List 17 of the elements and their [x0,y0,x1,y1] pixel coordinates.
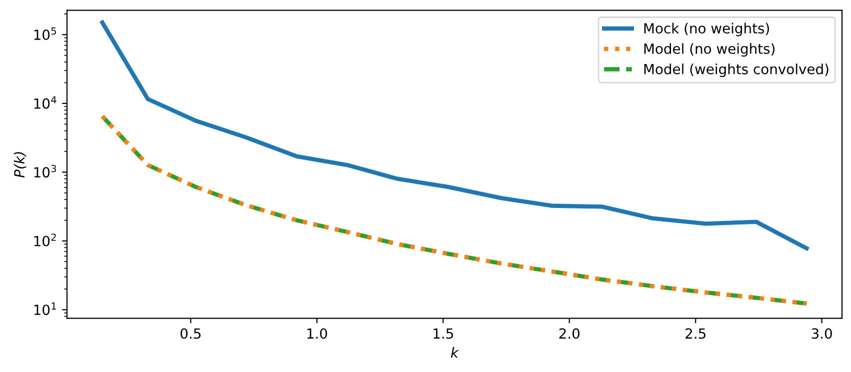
line-series [100,114,809,306]
x-tick-label: 1.0 [307,328,328,339]
x-tick-label: 3.0 [812,328,832,339]
y-tick-label: 10$^{4}$ [34,96,56,109]
x-tick-label: 2.0 [559,328,580,339]
legend-label: Mock (no weights) [644,22,769,36]
x-tick-label: 2.5 [686,328,706,339]
y-tick-label: 10$^{3}$ [34,164,56,178]
x-axis-title: k [450,347,459,358]
x-tick-label: 1.5 [434,328,453,339]
legend-label: Model (weights convolved) [644,64,828,78]
legend-label: Model (no weights) [644,43,775,57]
y-tick-label: 10$^{1}$ [34,302,56,316]
y-tick-label: 10$^{5}$ [34,27,56,40]
y-axis-title: P(k) [14,152,26,178]
x-tick-label: 0.5 [180,328,201,339]
y-tick-label: 10$^{2}$ [34,234,56,246]
